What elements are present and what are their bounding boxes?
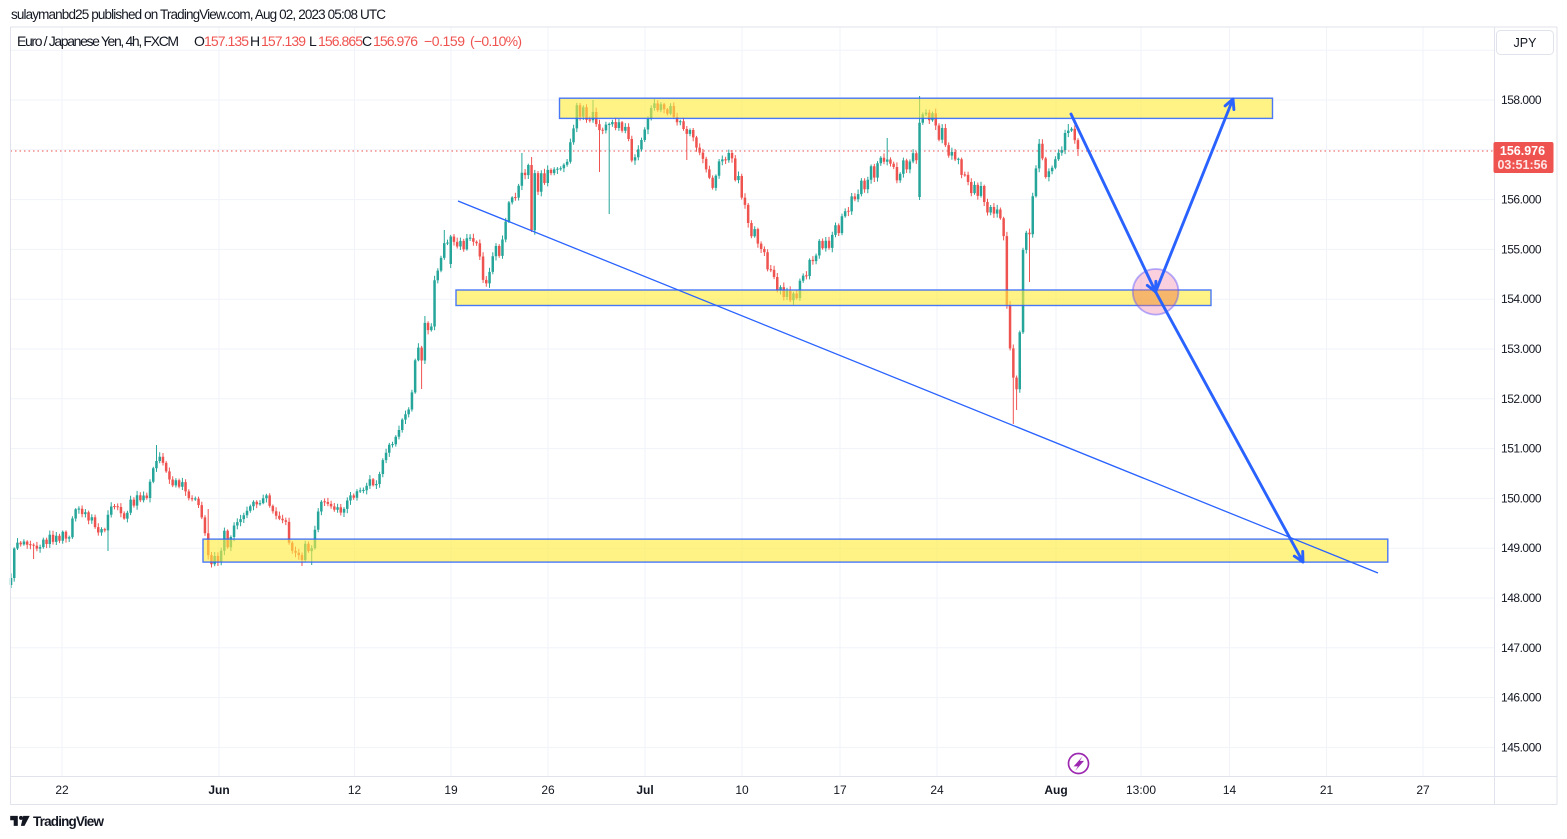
svg-text:152.000: 152.000: [1501, 392, 1542, 406]
svg-text:17: 17: [833, 783, 847, 797]
svg-text:22: 22: [55, 783, 69, 797]
svg-text:13:00: 13:00: [1126, 783, 1156, 797]
svg-text:151.000: 151.000: [1501, 442, 1542, 456]
svg-text:153.000: 153.000: [1501, 342, 1542, 356]
svg-text:H: H: [250, 33, 260, 49]
svg-text:149.000: 149.000: [1501, 541, 1542, 555]
svg-text:21: 21: [1320, 783, 1334, 797]
svg-text:TradingView: TradingView: [33, 814, 104, 829]
svg-text:156.865: 156.865: [318, 33, 363, 49]
svg-text:155.000: 155.000: [1501, 242, 1542, 256]
svg-text:146.000: 146.000: [1501, 691, 1542, 705]
svg-text:19: 19: [444, 783, 458, 797]
svg-text:156.000: 156.000: [1501, 193, 1542, 207]
svg-text:157.139: 157.139: [261, 33, 306, 49]
svg-text:158.000: 158.000: [1501, 93, 1542, 107]
svg-text:24: 24: [930, 783, 944, 797]
svg-text:O: O: [194, 33, 205, 49]
svg-text:154.000: 154.000: [1501, 292, 1542, 306]
svg-text:26: 26: [541, 783, 555, 797]
svg-text:03:51:56: 03:51:56: [1497, 158, 1547, 172]
svg-text:C: C: [362, 33, 372, 49]
svg-text:−0.159: −0.159: [424, 33, 465, 49]
svg-text:157.135: 157.135: [204, 33, 249, 49]
svg-text:(−0.10%): (−0.10%): [470, 33, 522, 49]
svg-text:12: 12: [348, 783, 362, 797]
svg-text:150.000: 150.000: [1501, 491, 1542, 505]
svg-text:156.976: 156.976: [1500, 144, 1545, 158]
svg-text:156.976: 156.976: [373, 33, 418, 49]
svg-text:14: 14: [1223, 783, 1237, 797]
svg-text:148.000: 148.000: [1501, 591, 1542, 605]
svg-text:Jun: Jun: [208, 783, 229, 797]
svg-text:Aug: Aug: [1044, 783, 1067, 797]
svg-text:147.000: 147.000: [1501, 641, 1542, 655]
svg-text:JPY: JPY: [1514, 36, 1538, 50]
svg-text:Euro / Japanese Yen, 4h, FXCM: Euro / Japanese Yen, 4h, FXCM: [17, 33, 179, 49]
svg-text:Jul: Jul: [636, 783, 653, 797]
svg-text:10: 10: [735, 783, 749, 797]
svg-text:sulaymanbd25 published on Trad: sulaymanbd25 published on TradingView.co…: [11, 7, 386, 22]
svg-text:L: L: [309, 33, 317, 49]
svg-text:27: 27: [1416, 783, 1430, 797]
svg-text:145.000: 145.000: [1501, 740, 1542, 754]
